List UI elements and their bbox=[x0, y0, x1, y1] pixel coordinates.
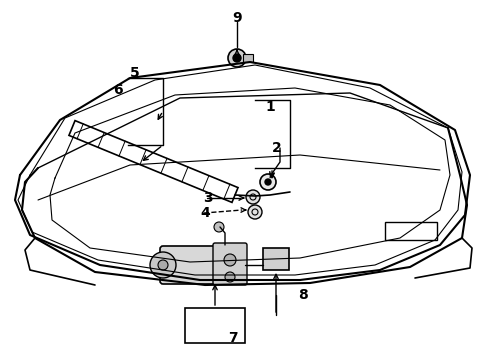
Circle shape bbox=[260, 174, 276, 190]
Circle shape bbox=[150, 252, 176, 278]
Circle shape bbox=[158, 260, 168, 270]
Circle shape bbox=[233, 54, 241, 62]
FancyBboxPatch shape bbox=[160, 246, 218, 284]
Bar bbox=[243, 54, 253, 62]
Circle shape bbox=[214, 222, 224, 232]
Text: 1: 1 bbox=[265, 100, 275, 114]
Text: 4: 4 bbox=[200, 206, 210, 220]
Text: 7: 7 bbox=[228, 331, 238, 345]
Text: 6: 6 bbox=[113, 83, 123, 97]
Bar bbox=[263, 248, 289, 270]
Text: 3: 3 bbox=[203, 191, 213, 205]
Circle shape bbox=[225, 272, 235, 282]
Bar bbox=[385, 222, 437, 240]
Circle shape bbox=[224, 254, 236, 266]
FancyBboxPatch shape bbox=[213, 243, 247, 285]
Circle shape bbox=[248, 205, 262, 219]
Text: 8: 8 bbox=[298, 288, 308, 302]
Text: 9: 9 bbox=[232, 11, 242, 25]
Text: 5: 5 bbox=[130, 66, 140, 80]
Circle shape bbox=[246, 190, 260, 204]
Text: 2: 2 bbox=[272, 141, 282, 155]
Bar bbox=[185, 308, 245, 343]
Circle shape bbox=[265, 179, 271, 185]
Circle shape bbox=[228, 49, 246, 67]
